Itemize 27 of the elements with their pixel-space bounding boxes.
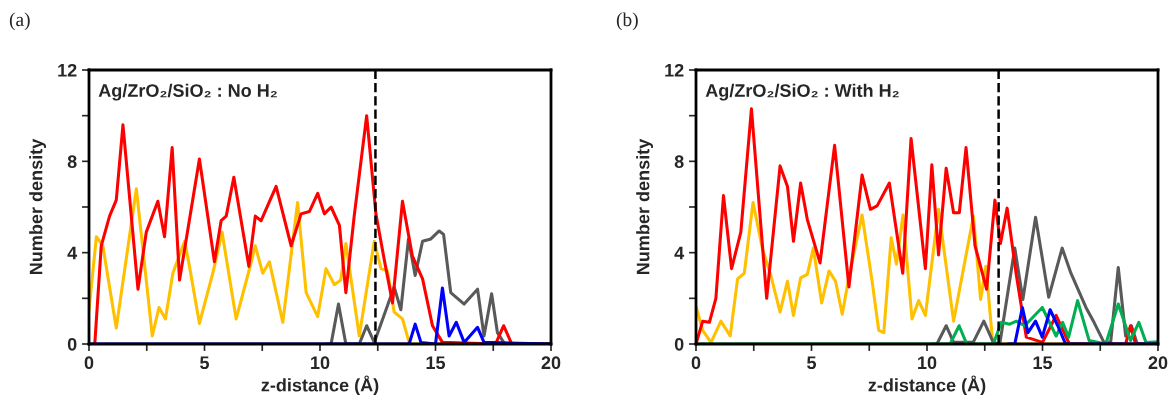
x-tick-label: 5 [200,356,210,370]
x-tick-label: 15 [426,356,446,370]
x-tick-label: 5 [807,356,817,370]
chart-title: (a) [9,12,30,31]
x-axis-title: z-distance (Å) [261,375,379,396]
y-tick-label: 0 [67,337,77,351]
x-axis-title: z-distance (Å) [868,375,986,396]
x-tick-label: 20 [1148,356,1168,370]
y-axis-title: Number density [29,138,46,275]
y-axis-title: Number density [636,138,653,275]
annotation: Ag/ZrO₂/SiO₂ : With H₂ [705,83,899,101]
y-tick-label: 4 [674,246,685,260]
annotation: Ag/ZrO₂/SiO₂ : No H₂ [98,83,277,101]
x-tick-label: 10 [311,356,330,370]
chart-title: (b) [616,12,638,31]
y-tick-label: 12 [665,63,684,77]
x-tick-label: 10 [918,356,937,370]
y-tick-label: 8 [67,155,77,169]
y-tick-label: 12 [58,63,77,77]
y-tick-label: 8 [674,155,684,169]
line-series [1006,305,1158,344]
y-tick-label: 0 [674,337,684,351]
x-tick-label: 0 [691,356,701,370]
y-tick-label: 4 [67,246,78,260]
x-tick-label: 15 [1033,356,1053,370]
x-tick-label: 20 [541,356,561,370]
x-tick-label: 0 [84,356,94,370]
